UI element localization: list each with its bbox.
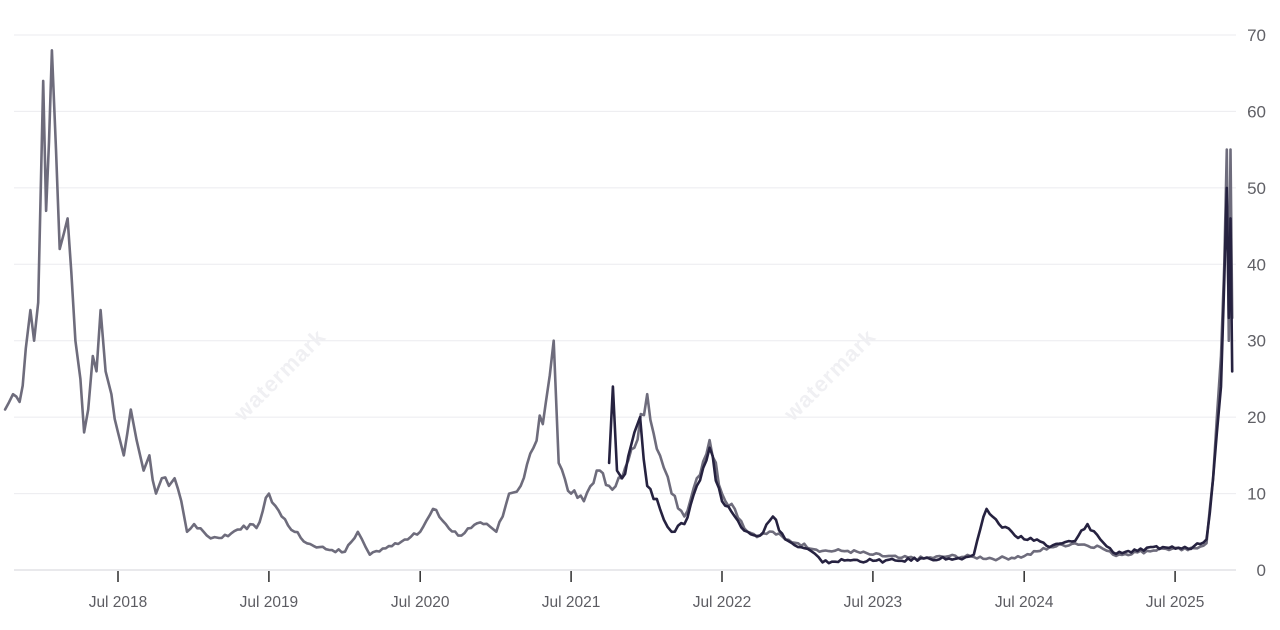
watermark-text: watermark [778,324,881,427]
y-tick-label: 40 [1247,255,1266,274]
y-tick-label: 20 [1247,408,1266,427]
watermark-text: watermark [228,324,331,427]
x-tick-label: Jul 2018 [89,594,148,611]
x-tick-label: Jul 2022 [693,594,752,611]
y-tick-label: 10 [1247,485,1266,504]
y-tick-label: 0 [1257,561,1266,580]
x-axis: Jul 2018 Jul 2019 Jul 2020 Jul 2021 Jul 2022… [89,571,1205,611]
x-tick-label: Jul 2024 [995,594,1054,611]
y-tick-label: 30 [1247,332,1266,351]
x-tick-label: Jul 2023 [844,594,903,611]
x-tick-label: Jul 2025 [1146,594,1205,611]
y-tick-label: 70 [1247,26,1266,45]
series-line-gray [3,49,1234,562]
gridlines [14,34,1236,571]
x-tick-label: Jul 2021 [542,594,601,611]
y-axis: 0 10 20 30 40 50 60 70 [1247,26,1266,580]
x-tick-label: Jul 2019 [240,594,299,611]
series-line-navy [607,186,1234,565]
series-lines [3,49,1234,565]
x-tick-label: Jul 2020 [391,594,450,611]
y-tick-label: 50 [1247,179,1266,198]
y-tick-label: 60 [1247,102,1266,121]
